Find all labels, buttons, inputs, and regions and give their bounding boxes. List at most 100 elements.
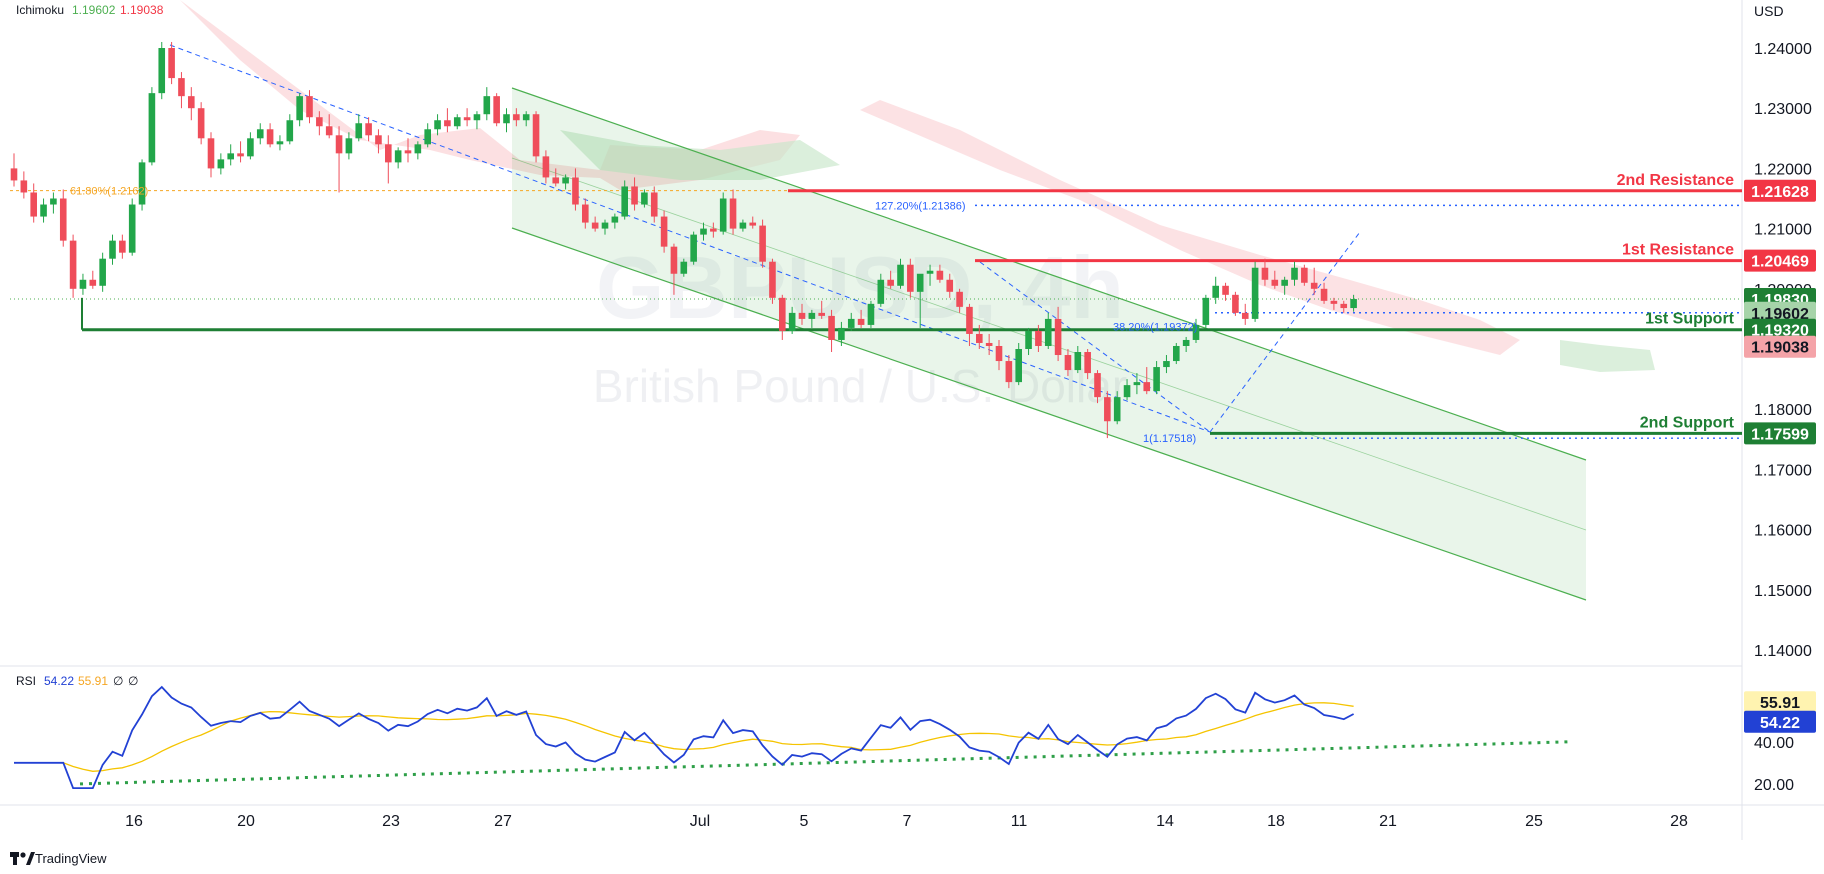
fibonacci-labels: 61.80%(1.2162) 127.20%(1.21386) 38.20%(1.1… (70, 186, 1197, 446)
ichimoku-legend[interactable]: Ichimoku 1.19602 1.19038 (16, 3, 164, 17)
candle (463, 108, 471, 127)
candle (345, 132, 353, 160)
level-label-2: 1st Resistance (1622, 242, 1734, 259)
candle (266, 123, 274, 148)
time-axis[interactable]: 16 20 23 27 Jul 5 7 11 14 18 21 25 28 (125, 813, 1688, 830)
price-tick-label: 1.21000 (1754, 222, 1812, 239)
candle (99, 252, 106, 292)
rsi-legend-name: RSI (16, 674, 36, 688)
time-tick-label: 23 (382, 813, 400, 830)
candle (582, 198, 589, 229)
candle (1241, 303, 1249, 325)
candle (769, 258, 776, 304)
ichimoku-legend-value2: 1.19038 (120, 3, 164, 17)
price-tag: 1.19038 (1744, 335, 1816, 358)
candle (247, 132, 254, 160)
candle (1054, 306, 1062, 362)
candle (808, 309, 816, 328)
fib-downswing-dashed (979, 261, 1211, 433)
price-tick-label: 1.15000 (1754, 583, 1812, 600)
candle (217, 153, 225, 175)
candle (1153, 361, 1160, 395)
currency-label: USD (1754, 3, 1784, 19)
candle (907, 258, 914, 298)
price-tick-label: 1.16000 (1754, 523, 1812, 540)
price-tick-label: 1.24000 (1754, 41, 1812, 58)
candle (1212, 276, 1219, 304)
candle (325, 114, 333, 139)
rsi-value-tag: 54.22 (1744, 710, 1816, 733)
svg-text:1.19320: 1.19320 (1751, 323, 1809, 340)
time-tick-label: 18 (1267, 813, 1285, 830)
level-label-1: 2nd Resistance (1617, 172, 1734, 189)
tradingview-icon (10, 852, 35, 865)
price-tick-label: 1.17000 (1754, 462, 1812, 479)
candle (749, 216, 757, 229)
price-tick-label: 1.23000 (1754, 101, 1812, 118)
channel-lower-line (511, 227, 1587, 601)
candle (20, 171, 28, 199)
candle (857, 309, 865, 328)
candle (552, 168, 560, 187)
candle (59, 189, 67, 247)
candle (1350, 294, 1357, 312)
candle (1251, 261, 1259, 322)
candle (1281, 276, 1288, 295)
candle (1202, 294, 1210, 328)
candle (188, 87, 195, 121)
candle (306, 90, 313, 124)
candle (1084, 349, 1091, 380)
symbol-watermark: GBPUSD, 4h British Pound / U.S. Dollar (593, 238, 1127, 412)
candle (1025, 327, 1032, 356)
support-resistance-levels[interactable]: 2nd Resistance 1st Resistance 1st Support 2… (81, 172, 1742, 435)
candle (503, 108, 510, 133)
rsi-legend-extra1: ∅ (113, 674, 123, 688)
candle (434, 114, 441, 136)
rsi-legend[interactable]: RSI 54.22 55.91 ∅ ∅ (16, 674, 138, 688)
svg-text:55.91: 55.91 (1760, 695, 1800, 712)
time-tick-label: 5 (800, 813, 809, 830)
candle (976, 324, 983, 349)
candle (286, 114, 294, 145)
candle (887, 270, 894, 289)
cloud-bullish (560, 130, 840, 180)
tradingview-brand: TradingView (35, 851, 107, 866)
svg-text:1.20469: 1.20469 (1751, 254, 1809, 271)
fib-upswing-dashed (1209, 231, 1361, 433)
candle (1320, 282, 1328, 304)
time-tick-label: 7 (903, 813, 912, 830)
candle (168, 41, 175, 85)
rsi-trendline (79, 740, 1571, 786)
candle (79, 273, 87, 295)
candle (729, 189, 737, 235)
tradingview-logo[interactable]: TradingView (10, 851, 107, 866)
candle (936, 264, 944, 283)
ichimoku-legend-name: Ichimoku (16, 3, 64, 17)
level-label-3: 1st Support (1645, 311, 1735, 328)
time-tick-label: 28 (1670, 813, 1688, 830)
candle (207, 132, 215, 178)
candle (641, 189, 648, 208)
candle (1123, 379, 1131, 401)
candle (1301, 264, 1308, 286)
price-tag: 1.19602 (1744, 301, 1816, 324)
candle (985, 333, 993, 356)
price-axis[interactable]: 1.240001.230001.220001.210001.200001.180… (1754, 41, 1812, 660)
candle (818, 300, 825, 319)
candle (670, 243, 678, 295)
candle (483, 87, 491, 121)
candle (138, 159, 146, 211)
candle (828, 309, 835, 353)
candle (30, 183, 37, 223)
candle (867, 300, 875, 328)
candle (897, 258, 904, 289)
ichimoku-cloud (180, 0, 1655, 372)
candle (1232, 291, 1239, 316)
candle (877, 273, 885, 307)
candle (680, 258, 688, 277)
candle (375, 129, 382, 154)
candle (109, 234, 116, 265)
price-tag: 1.17599 (1744, 422, 1816, 445)
candle (719, 192, 727, 235)
